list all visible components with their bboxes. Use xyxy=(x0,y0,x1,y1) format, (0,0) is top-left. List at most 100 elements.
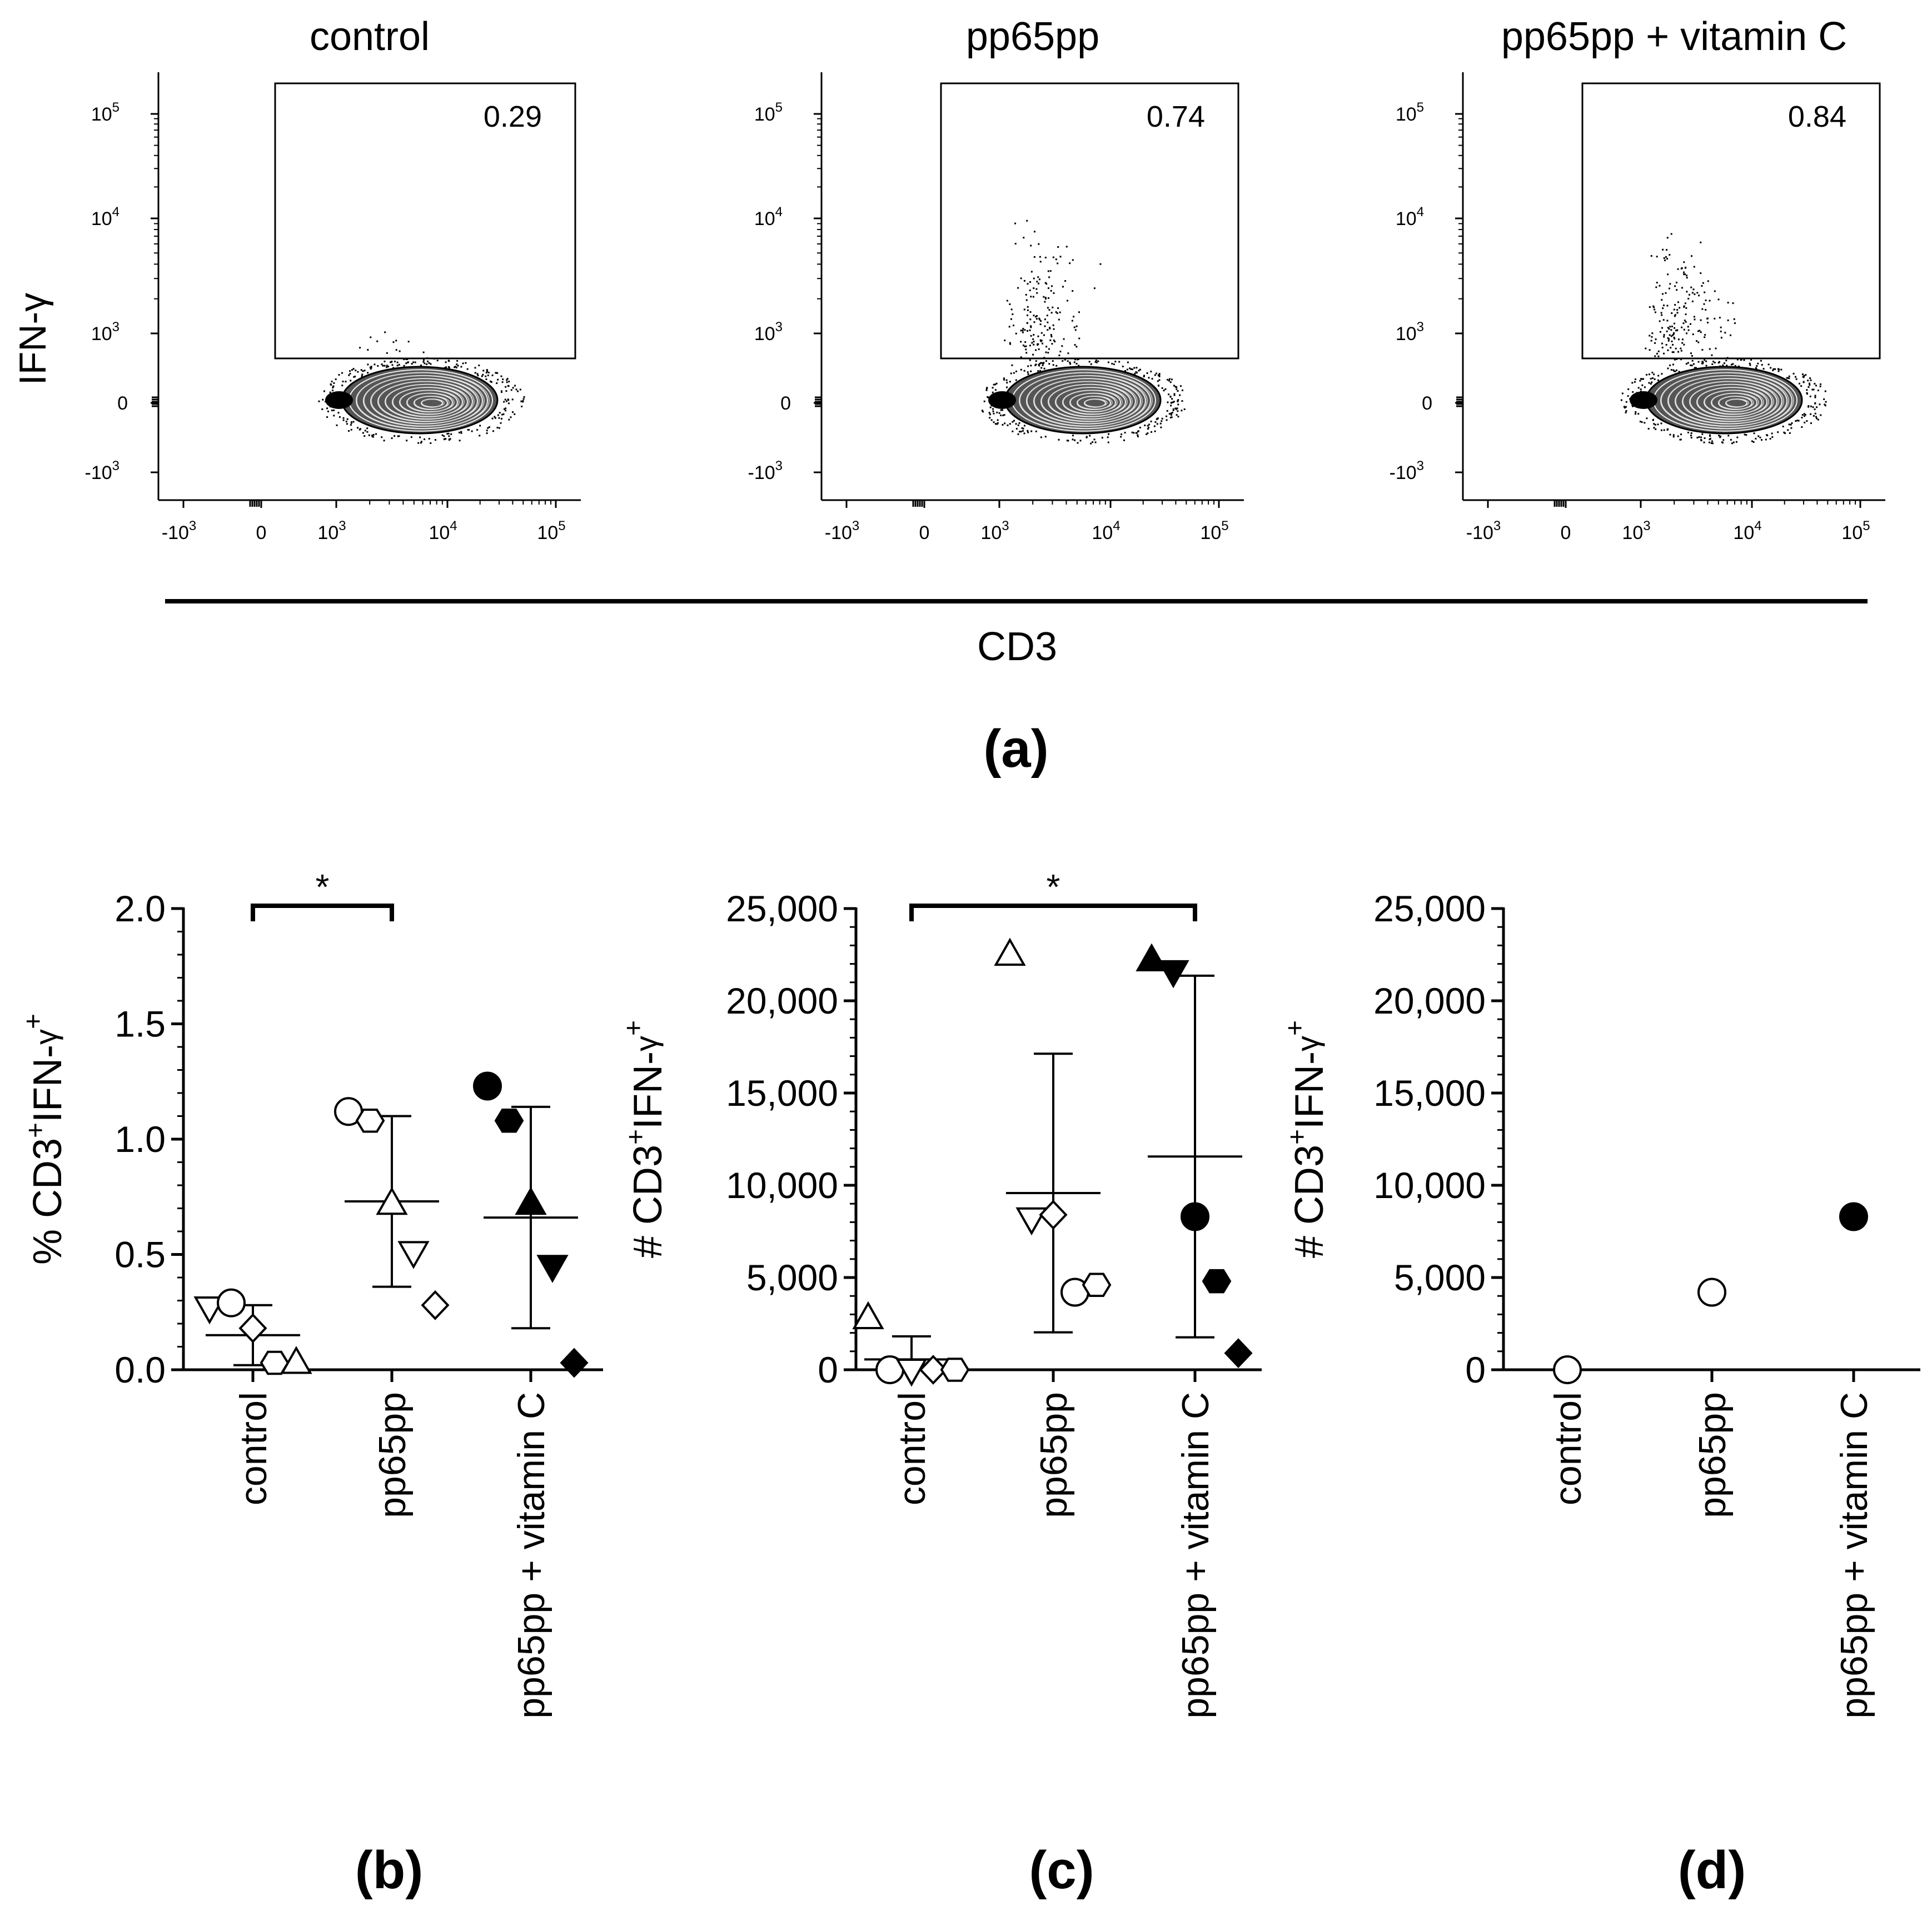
gated-event-dot xyxy=(1057,262,1059,265)
gated-event-dot xyxy=(1025,345,1027,347)
gated-event-dot xyxy=(1675,347,1677,350)
gated-event-dot xyxy=(1714,317,1716,320)
gated-event-dot xyxy=(395,349,397,351)
event-dot xyxy=(420,365,422,367)
event-dot xyxy=(476,429,479,431)
event-dot xyxy=(476,373,479,375)
event-dot xyxy=(505,386,507,388)
event-dot xyxy=(436,360,439,362)
data-point-tri-down xyxy=(397,1241,430,1269)
gated-event-dot xyxy=(1045,351,1047,353)
gated-event-dot xyxy=(1038,317,1040,320)
gated-event-dot xyxy=(1039,256,1041,258)
event-dot xyxy=(1680,433,1682,436)
event-dot xyxy=(506,378,509,380)
event-dot xyxy=(1810,405,1812,407)
gated-event-dot xyxy=(1727,319,1729,321)
event-dot xyxy=(394,361,396,363)
event-dot xyxy=(1811,388,1814,391)
event-dot xyxy=(992,408,994,410)
event-dot xyxy=(1154,374,1156,376)
event-dot xyxy=(492,430,495,432)
event-dot xyxy=(1157,374,1159,376)
significance-bracket xyxy=(909,904,1197,921)
event-dot xyxy=(1077,442,1079,444)
gated-event-dot xyxy=(1011,364,1013,366)
gated-event-dot xyxy=(1684,273,1686,276)
event-dot xyxy=(1039,362,1041,365)
event-dot xyxy=(482,373,484,376)
gated-event-dot xyxy=(1704,359,1706,361)
gated-event-dot xyxy=(1690,352,1692,355)
event-dot xyxy=(1788,375,1790,377)
gated-event-dot xyxy=(1027,306,1029,308)
gated-event-dot xyxy=(1681,326,1683,328)
gated-event-dot xyxy=(1659,320,1661,322)
event-dot xyxy=(1023,432,1025,435)
gated-event-dot xyxy=(1654,355,1656,357)
event-dot xyxy=(1695,367,1697,369)
event-dot xyxy=(1749,364,1751,366)
event-dot xyxy=(487,371,490,373)
gated-event-dot xyxy=(1683,305,1685,307)
event-dot xyxy=(448,360,450,362)
event-dot xyxy=(1171,412,1173,414)
event-dot xyxy=(1805,374,1807,376)
event-dot xyxy=(1090,363,1092,365)
event-dot xyxy=(1806,420,1808,422)
gated-event-dot xyxy=(1719,317,1721,319)
gated-event-dot xyxy=(1054,341,1056,343)
gated-event-dot xyxy=(1064,358,1066,361)
gated-event-dot xyxy=(1040,320,1042,322)
event-dot xyxy=(1629,398,1631,400)
data-point-triangle xyxy=(994,937,1026,966)
gated-event-dot xyxy=(1707,322,1709,324)
event-dot xyxy=(1002,423,1004,426)
event-dot xyxy=(993,421,995,423)
event-dot xyxy=(468,428,470,431)
event-dot xyxy=(397,435,399,437)
event-dot xyxy=(1130,368,1132,370)
event-dot xyxy=(1073,361,1075,363)
event-dot xyxy=(1708,441,1710,443)
gated-event-dot xyxy=(1033,341,1035,343)
event-dot xyxy=(1113,363,1115,366)
event-dot xyxy=(1166,419,1168,421)
event-dot xyxy=(357,427,359,429)
flow-y-tick-label: 0 xyxy=(780,393,791,414)
gated-event-dot xyxy=(1680,358,1682,361)
event-dot xyxy=(333,401,336,403)
gated-event-dot xyxy=(1701,349,1704,351)
gated-event-dot xyxy=(1659,285,1661,287)
gated-event-dot xyxy=(1662,307,1664,310)
event-dot xyxy=(1638,405,1640,407)
event-dot xyxy=(1717,362,1720,364)
gated-event-dot xyxy=(1674,337,1676,340)
event-dot xyxy=(1048,363,1050,365)
gated-event-dot xyxy=(1035,318,1038,320)
gated-event-dot xyxy=(1699,330,1701,332)
contour-line xyxy=(1704,390,1764,415)
event-dot xyxy=(1640,401,1642,403)
event-dot xyxy=(1625,410,1627,412)
y-axis-label: # CD3+IFN-γ+ xyxy=(619,1020,670,1258)
gated-event-dot xyxy=(1036,281,1038,283)
event-dot xyxy=(1813,415,1815,417)
event-dot xyxy=(1762,368,1765,370)
event-dot xyxy=(1124,432,1126,434)
event-dot xyxy=(1772,368,1775,370)
event-dot xyxy=(1075,357,1078,360)
event-dot xyxy=(1156,418,1158,420)
event-dot xyxy=(361,373,364,376)
event-dot xyxy=(1089,435,1091,437)
event-dot xyxy=(1177,399,1179,401)
gated-event-dot xyxy=(1034,231,1036,233)
event-dot xyxy=(1700,439,1702,441)
event-dot xyxy=(447,366,450,368)
gated-event-dot xyxy=(1046,315,1048,317)
event-dot xyxy=(1788,423,1790,426)
event-dot xyxy=(1155,372,1157,375)
event-dot xyxy=(466,368,469,370)
event-dot xyxy=(1133,367,1136,369)
gated-event-dot xyxy=(399,350,401,352)
